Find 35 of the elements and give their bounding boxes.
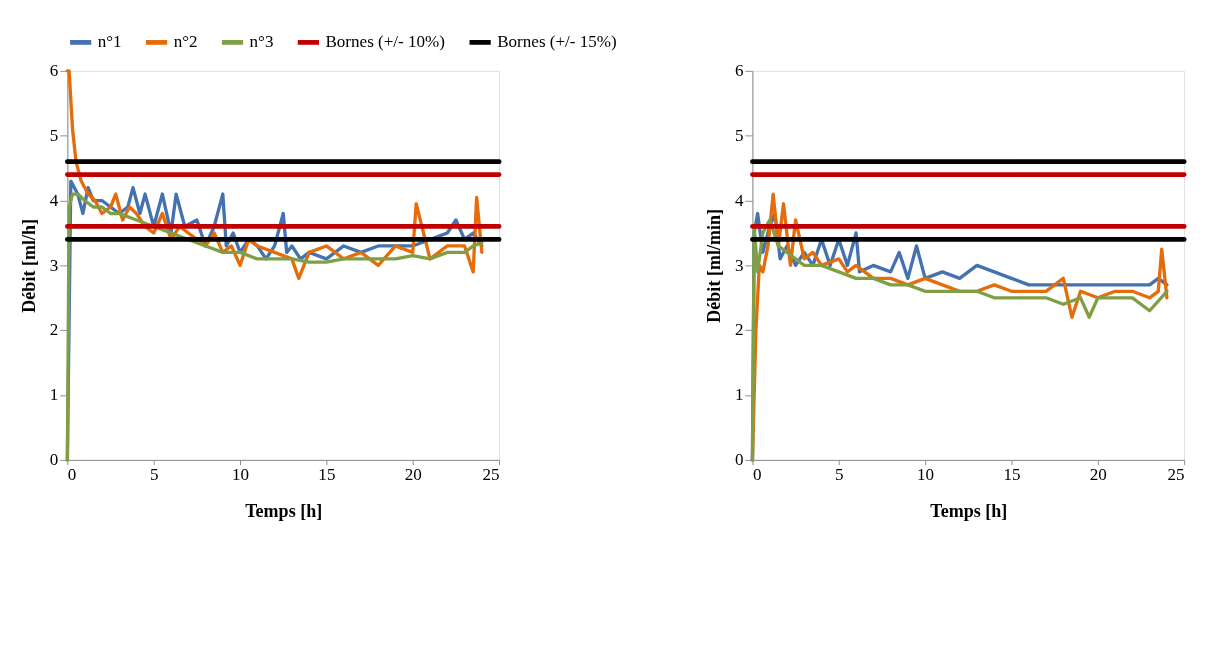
- legend-label: n°2: [173, 32, 198, 52]
- y-tick-label: 4: [734, 190, 744, 210]
- y-tick-label: 2: [49, 320, 59, 340]
- y-tick-label: 0: [734, 450, 744, 470]
- legend-label: n°3: [249, 32, 274, 52]
- x-tick-label: 0: [67, 465, 77, 485]
- x-tick-label: 15: [1003, 465, 1021, 485]
- legend-label: Bornes (+/- 10%): [325, 32, 446, 52]
- x-tick-label: 20: [1089, 465, 1107, 485]
- y-tick-label: 4: [49, 190, 59, 210]
- x-tick-label: 10: [917, 465, 935, 485]
- y-axis-title: Débit [ml/h]: [18, 219, 39, 313]
- x-tick-label: 20: [404, 465, 422, 485]
- x-tick-label: 5: [835, 465, 844, 485]
- y-tick-label: 1: [734, 385, 744, 405]
- x-tick-label: 0: [752, 465, 762, 485]
- y-tick-label: 3: [49, 255, 59, 275]
- legend-label: Bornes (+/- 15%): [497, 32, 617, 52]
- y-tick-label: 5: [49, 125, 59, 145]
- x-tick-label: 15: [318, 465, 336, 485]
- legend-label: n°1: [97, 32, 122, 52]
- x-tick-label: 25: [1167, 465, 1185, 485]
- y-tick-label: 5: [734, 125, 744, 145]
- x-tick-label: 25: [482, 465, 500, 485]
- x-tick-label: 10: [232, 465, 250, 485]
- y-tick-label: 1: [49, 385, 59, 405]
- y-tick-label: 3: [734, 255, 744, 275]
- y-tick-label: 6: [734, 61, 744, 81]
- x-tick-label: 5: [149, 465, 159, 485]
- y-axis-title: Débit [ml/min]: [703, 209, 724, 323]
- x-axis-title: Temps [h]: [930, 501, 1008, 522]
- y-tick-label: 0: [49, 450, 59, 470]
- x-axis-title: Temps [h]: [245, 501, 323, 522]
- y-tick-label: 6: [49, 61, 59, 81]
- y-tick-label: 2: [734, 320, 744, 340]
